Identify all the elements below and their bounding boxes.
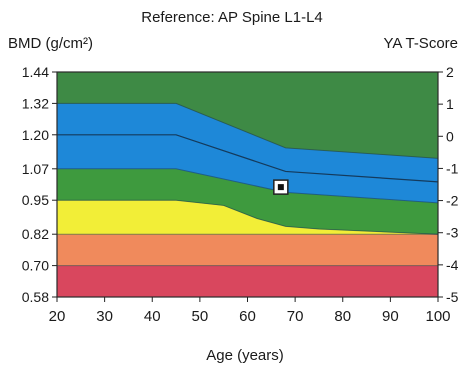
x-tick-label: 90 (382, 308, 399, 325)
x-tick-label: 40 (144, 308, 161, 325)
y-tick-label: 0.95 (22, 192, 49, 208)
y2-tick-label: -3 (446, 225, 459, 241)
y2-tick-label: -1 (446, 160, 459, 176)
y2-tick-label: -2 (446, 193, 459, 209)
x-axis-label: Age (years) (206, 347, 284, 364)
chart-title: Reference: AP Spine L1-L4 (141, 9, 323, 26)
plot-area (56, 71, 439, 298)
y-tick-label: 1.44 (22, 64, 49, 80)
reference-mean-line (57, 134, 439, 183)
x-tick-label: 80 (334, 308, 351, 325)
y2-tick-label: 1 (446, 96, 454, 112)
x-tick-label: 50 (192, 308, 209, 325)
y-axis-label: BMD (g/cm²) (8, 35, 93, 52)
y-tick-label: 0.82 (22, 226, 49, 242)
y2-tick-label: 0 (446, 128, 454, 144)
y2-axis-label: YA T-Score (384, 35, 458, 52)
y-tick-label: 1.32 (22, 95, 49, 111)
patient-marker-center (277, 184, 284, 191)
x-tick-label: 20 (49, 308, 66, 325)
x-tick-label: 30 (96, 308, 113, 325)
band-boundary-yellow (57, 199, 439, 235)
x-tick-label: 70 (287, 308, 304, 325)
x-tick-label: 100 (425, 308, 450, 325)
y-tick-label: 1.07 (22, 161, 49, 177)
y-tick-label: 0.70 (22, 258, 49, 274)
y-tick-label: 1.20 (22, 127, 49, 143)
band-red (56, 265, 439, 298)
band-orange (56, 233, 439, 266)
band-boundary-green-low (57, 168, 439, 204)
y-tick-label: 0.58 (22, 289, 49, 305)
x-tick-label: 60 (239, 308, 256, 325)
axis-ticks: 1.44 1.32 1.20 1.07 0.95 0.82 0.70 0.58 2 1 0 -1 -2 -… (22, 64, 459, 325)
y2-tick-label: 2 (446, 64, 454, 80)
y2-tick-label: -5 (446, 289, 459, 305)
band-boundary-blue (57, 102, 439, 159)
y2-tick-label: -4 (446, 257, 459, 273)
